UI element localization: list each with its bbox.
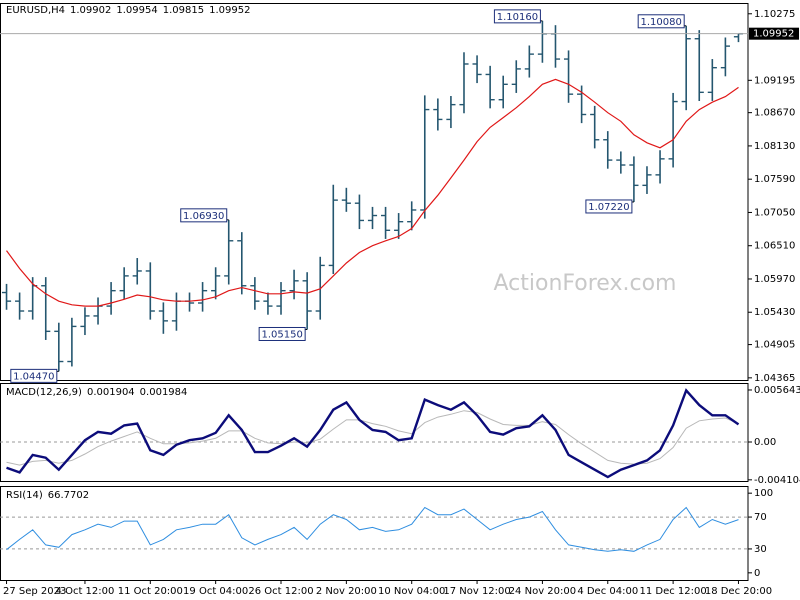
header-open: 1.09902 [70,5,111,16]
symbol: EURUSD,H4 [6,5,65,16]
header-high: 1.09954 [116,5,157,16]
y-tick-label: -0.004104 [754,475,800,486]
x-tick-label: 26 Oct 12:00 [248,586,313,597]
panel-frame [0,3,749,381]
x-tick-label: 11 Dec 12:00 [639,586,706,597]
x-tick-label: 18 Dec 20:00 [705,586,772,597]
annotation-label: 1.10080 [641,17,682,28]
y-tick-label: 0.005643 [754,385,800,396]
y-tick-label: 0 [754,568,760,579]
annotation-label: 1.04470 [13,371,54,382]
panel-frame [0,486,749,581]
y-tick-label: 1.04905 [754,340,795,351]
x-tick-label: 24 Nov 20:00 [509,586,576,597]
y-tick-label: 70 [754,512,767,523]
y-tick-label: 1.07590 [754,174,795,185]
y-tick-label: 1.06510 [754,241,795,252]
y-tick-label: 1.07050 [754,207,795,218]
header-close: 1.09952 [209,5,250,16]
x-tick-label: 4 Oct 12:00 [56,586,115,597]
y-tick-label: 1.04365 [754,373,795,384]
macd-main-value: 0.001904 [87,387,135,398]
signal-line [6,410,739,466]
rsi-header: RSI(14) 66.7702 [6,490,89,501]
macd-line [6,388,740,479]
current-price-box [749,27,799,40]
y-tick-label: 1.05970 [754,274,795,285]
rsi-value: 66.7702 [48,490,89,501]
y-tick-label: 0.00 [754,437,776,448]
annotation-box [637,14,685,29]
annotation-label: 1.07220 [588,202,629,213]
x-tick-label: 19 Oct 04:00 [183,586,248,597]
moving-average [6,78,739,307]
annotation-label: 1.06930 [183,211,224,222]
current-price-label: 1.09952 [753,29,794,40]
watermark: ActionForex.com [494,271,677,296]
macd-title: MACD(12,26,9) [6,387,82,398]
y-tick-label: 1.10275 [754,9,795,20]
macd-header: MACD(12,26,9) 0.001904 0.001984 [6,387,187,398]
price-header: EURUSD,H4 1.09902 1.09954 1.09815 1.09952 [6,5,250,16]
annotation-label: 1.05150 [261,329,302,340]
header-low: 1.09815 [163,5,204,16]
rsi-line [6,506,739,552]
x-tick-label: 2 Nov 20:00 [316,586,377,597]
annotation-box [493,9,541,24]
x-tick-label: 17 Nov 12:00 [443,586,510,597]
annotation-box [10,368,58,383]
y-tick-label: 1.08670 [754,108,795,119]
y-tick-label: 100 [754,488,773,499]
rsi-title: RSI(14) [6,490,43,501]
panel-frame [0,383,749,482]
annotation-box [585,199,633,214]
x-tick-label: 27 Sep 2023 [3,586,66,597]
annotation-label: 1.10160 [497,12,538,23]
annotation-box [258,326,306,341]
x-tick-label: 10 Nov 04:00 [378,586,445,597]
macd-signal-value: 0.001984 [140,387,188,398]
y-tick-label: 1.09195 [754,75,795,86]
y-tick-label: 30 [754,544,767,555]
x-tick-label: 4 Dec 04:00 [577,586,638,597]
y-tick-label: 1.08130 [754,141,795,152]
x-tick-label: 11 Oct 20:00 [118,586,183,597]
y-tick-label: 1.05430 [754,307,795,318]
annotation-box [180,208,228,223]
